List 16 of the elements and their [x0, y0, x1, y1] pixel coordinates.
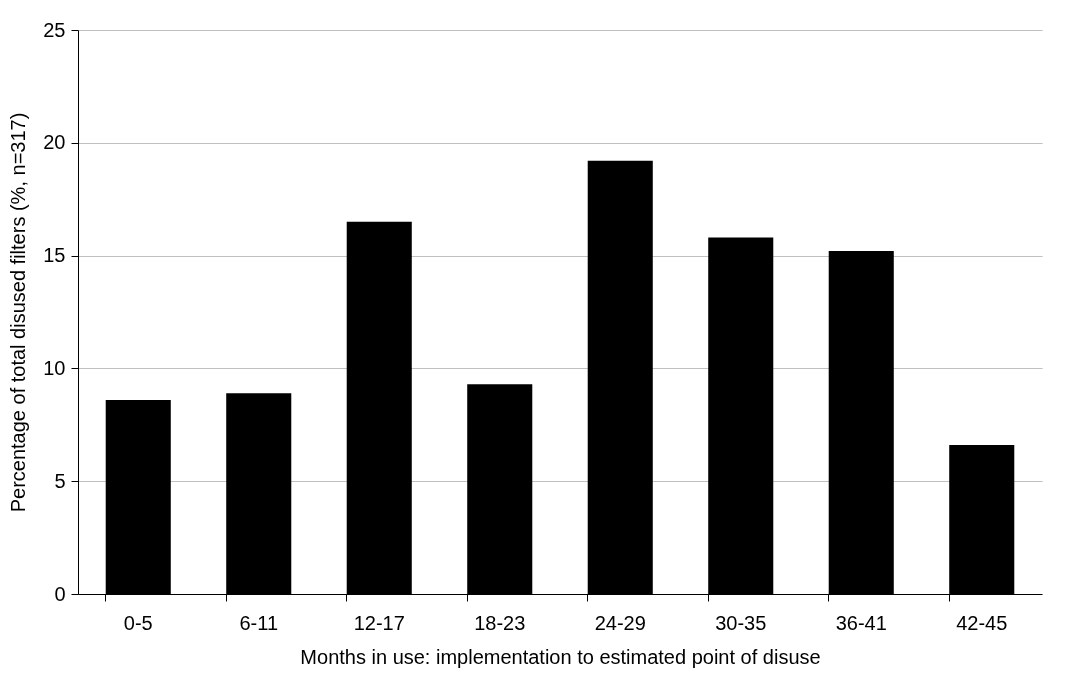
y-tick-label: 10 [43, 356, 66, 379]
y-tick-label: 15 [43, 244, 66, 267]
x-axis-title: Months in use: implementation to estimated point of disuse [300, 645, 821, 668]
x-tick-label: 24-29 [594, 611, 646, 634]
y-tick-label: 0 [54, 582, 66, 605]
x-tick-label: 6-11 [239, 611, 279, 634]
x-tick-label: 18-23 [474, 611, 526, 634]
x-tick-label: 42-45 [956, 611, 1008, 634]
y-tick-label: 25 [43, 18, 66, 41]
y-axis-title: Percentage of total disused filters (%, n=317) [7, 112, 30, 513]
y-tick-label: 5 [54, 469, 66, 492]
x-tick-label: 0-5 [123, 611, 153, 634]
x-tick-label: 30-35 [715, 611, 767, 634]
x-tick-label: 36-41 [835, 611, 887, 634]
x-tick-label: 12-17 [353, 611, 405, 634]
y-tick-label: 20 [43, 131, 66, 154]
